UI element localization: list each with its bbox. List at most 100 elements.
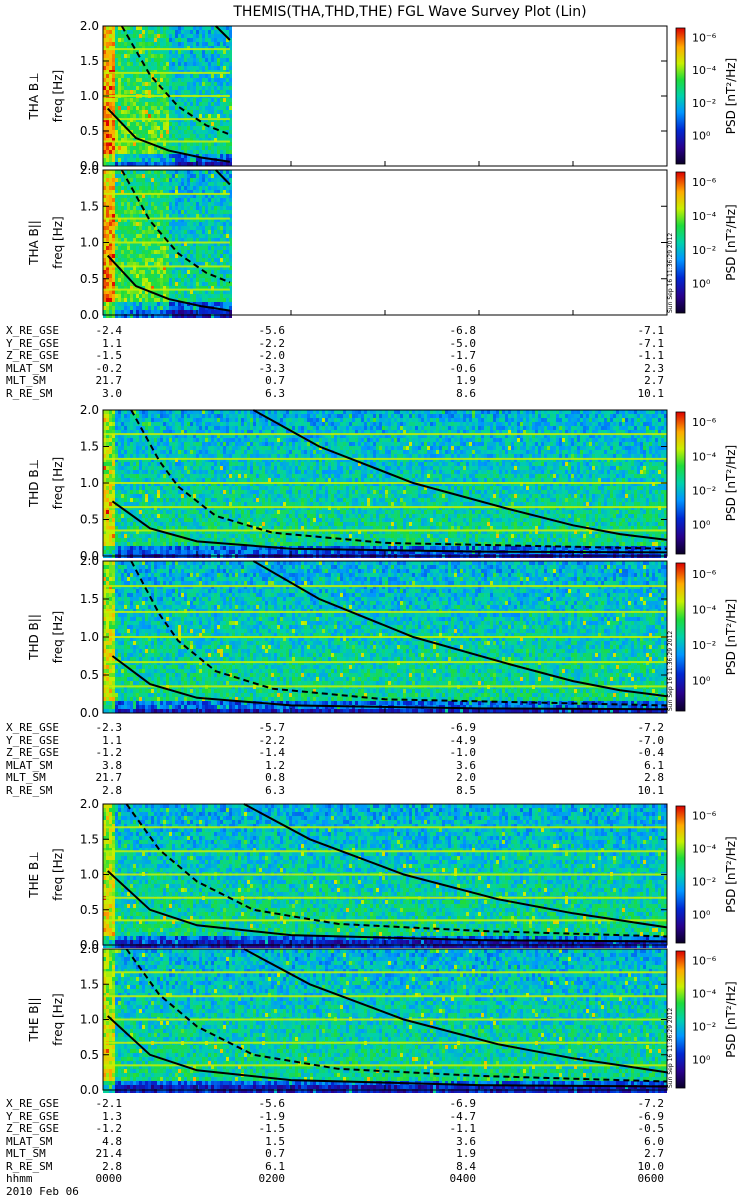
ephemeris-value: 2.7 — [644, 375, 664, 388]
ephemeris-value: 6.3 — [265, 388, 285, 401]
y-tick-label: 1.0 — [80, 89, 99, 103]
y-axis-unit-label: freq [Hz] — [51, 848, 65, 900]
spectral-line — [103, 995, 667, 997]
ephemeris-value: 1.9 — [456, 1148, 476, 1161]
colorbar-tick-label: 10⁻⁶ — [692, 32, 717, 45]
y-tick-label: 2.0 — [80, 163, 99, 177]
y-tick-label: 1.5 — [80, 440, 99, 454]
ephemeris-label: R_RE_SM — [6, 785, 52, 798]
ephemeris-value: 2.0 — [456, 772, 476, 785]
y-axis-label: THE B⊥ — [27, 851, 41, 898]
ephemeris-value: -2.4 — [96, 325, 123, 338]
ephemeris-value: -6.8 — [450, 325, 477, 338]
spectral-line — [103, 585, 667, 587]
spectral-line — [103, 118, 230, 120]
ephemeris-value: -1.1 — [638, 350, 665, 363]
ephemeris-value: -2.0 — [259, 350, 286, 363]
colorbar-tick-label: 10⁻² — [692, 1020, 716, 1033]
spectral-line — [103, 482, 667, 484]
ephemeris-label: X_RE_GSE — [6, 1098, 59, 1111]
colorbar-label: PSD [nT²/Hz] — [724, 599, 738, 675]
y-tick-label: 1.5 — [80, 199, 99, 213]
ephemeris-label: MLT_SM — [6, 375, 46, 388]
y-tick-label: 1.5 — [80, 832, 99, 846]
ephemeris-value: 0600 — [638, 1173, 665, 1186]
ephemeris-value: 0000 — [96, 1173, 123, 1186]
ephemeris-label: X_RE_GSE — [6, 722, 59, 735]
ephemeris-value: -2.1 — [96, 1098, 123, 1111]
spectral-line — [103, 506, 667, 508]
y-axis-unit-label: freq [Hz] — [51, 216, 65, 268]
colorbar-tick-label: 10⁻⁴ — [692, 64, 717, 77]
ephemeris-value: -6.9 — [450, 722, 477, 735]
y-tick-label: 0.5 — [80, 668, 99, 682]
y-tick-label: 2.0 — [80, 797, 99, 811]
ephemeris-value: -0.5 — [638, 1123, 665, 1136]
spectral-line — [103, 95, 230, 97]
y-tick-label: 1.0 — [80, 630, 99, 644]
ephemeris-value: -5.7 — [259, 722, 286, 735]
ephemeris-value: -5.6 — [259, 1098, 286, 1111]
timestamp-stamp: Sun Sep 16 11:36:29 2012 — [667, 233, 674, 313]
ephemeris-label: Z_RE_GSE — [6, 1123, 59, 1136]
colorbar-tick-label: 10⁰ — [692, 130, 711, 143]
timestamp-stamp: Sun Sep 16 11:36:29 2012 — [667, 1008, 674, 1088]
spectral-line — [103, 529, 667, 531]
colorbar-tick-label: 10⁻⁴ — [692, 210, 717, 223]
ephemeris-value: 10.1 — [638, 388, 665, 401]
ephemeris-label: X_RE_GSE — [6, 325, 59, 338]
ephemeris-value: -2.3 — [96, 722, 123, 735]
y-axis-label: THA B|| — [27, 220, 41, 266]
colorbar-tick-label: 10⁻⁶ — [692, 416, 717, 429]
colorbar-tick-label: 10⁰ — [692, 674, 711, 687]
colorbar-tick-label: 10⁰ — [692, 1053, 711, 1066]
spectral-line — [103, 636, 667, 638]
colorbar-label: PSD [nT²/Hz] — [724, 836, 738, 912]
spectral-line — [103, 242, 230, 244]
ephemeris-value: 0.7 — [265, 375, 285, 388]
y-tick-label: 1.0 — [80, 236, 99, 250]
y-tick-label: 1.5 — [80, 592, 99, 606]
ephemeris-value: -7.2 — [638, 722, 665, 735]
y-tick-label: 0.0 — [80, 1083, 99, 1097]
colorbar-tick-label: 10⁻² — [692, 97, 716, 110]
ephemeris-value: 21.4 — [96, 1148, 123, 1161]
colorbar-tick-label: 10⁻² — [692, 639, 716, 652]
ephemeris-value: 21.7 — [96, 375, 123, 388]
ephemeris-value: 1.9 — [456, 375, 476, 388]
y-tick-label: 0.5 — [80, 903, 99, 917]
spectral-line — [103, 919, 667, 921]
spectral-line — [103, 72, 230, 74]
spectral-line — [103, 971, 667, 973]
y-axis-unit-label: freq [Hz] — [51, 993, 65, 1045]
y-tick-label: 1.0 — [80, 868, 99, 882]
spectral-line — [103, 141, 230, 143]
ephemeris-value: -6.9 — [450, 1098, 477, 1111]
ephemeris-value: 2.8 — [102, 785, 122, 798]
spectral-line — [103, 218, 230, 220]
colorbar-tick-label: 10⁻⁶ — [692, 810, 717, 823]
ephemeris-label: Z_RE_GSE — [6, 747, 59, 760]
colorbar-tick-label: 10⁻⁶ — [692, 176, 717, 189]
y-axis-label: THA B⊥ — [27, 72, 41, 120]
colorbar-label: PSD [nT²/Hz] — [724, 445, 738, 521]
colorbar-label: PSD [nT²/Hz] — [724, 204, 738, 280]
spectral-line — [103, 826, 667, 828]
ephemeris-value: 2.8 — [644, 772, 664, 785]
colorbar-tick-label: 10⁻⁴ — [692, 843, 717, 856]
y-tick-label: 2.0 — [80, 942, 99, 956]
colorbar-label: PSD [nT²/Hz] — [724, 58, 738, 134]
ephemeris-label: MLT_SM — [6, 1148, 46, 1161]
ephemeris-value: -1.2 — [96, 747, 123, 760]
y-tick-label: 1.5 — [80, 977, 99, 991]
colorbar-tick-label: 10⁻⁴ — [692, 988, 717, 1001]
y-tick-label: 0.0 — [80, 308, 99, 322]
colorbar: 10⁰ 10⁻² 10⁻⁴ 10⁻⁶ PSD [nT²/Hz] — [676, 28, 738, 164]
